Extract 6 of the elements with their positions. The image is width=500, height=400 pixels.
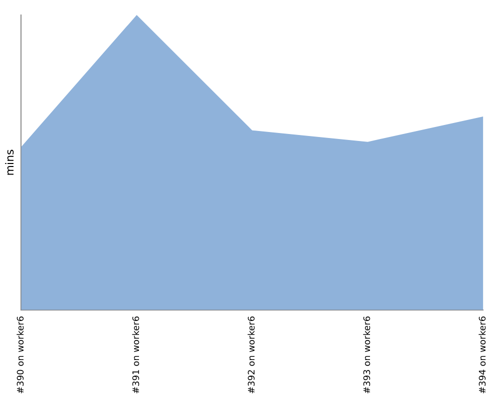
x-tick-label: #392 on worker6 (248, 316, 258, 394)
x-tick-label: #390 on worker6 (16, 316, 27, 394)
x-tick-label: #394 on worker6 (478, 316, 489, 394)
x-tick-label: #393 on worker6 (363, 316, 374, 394)
y-axis-title: mins (3, 148, 16, 176)
x-tick-label: #391 on worker6 (132, 316, 142, 394)
